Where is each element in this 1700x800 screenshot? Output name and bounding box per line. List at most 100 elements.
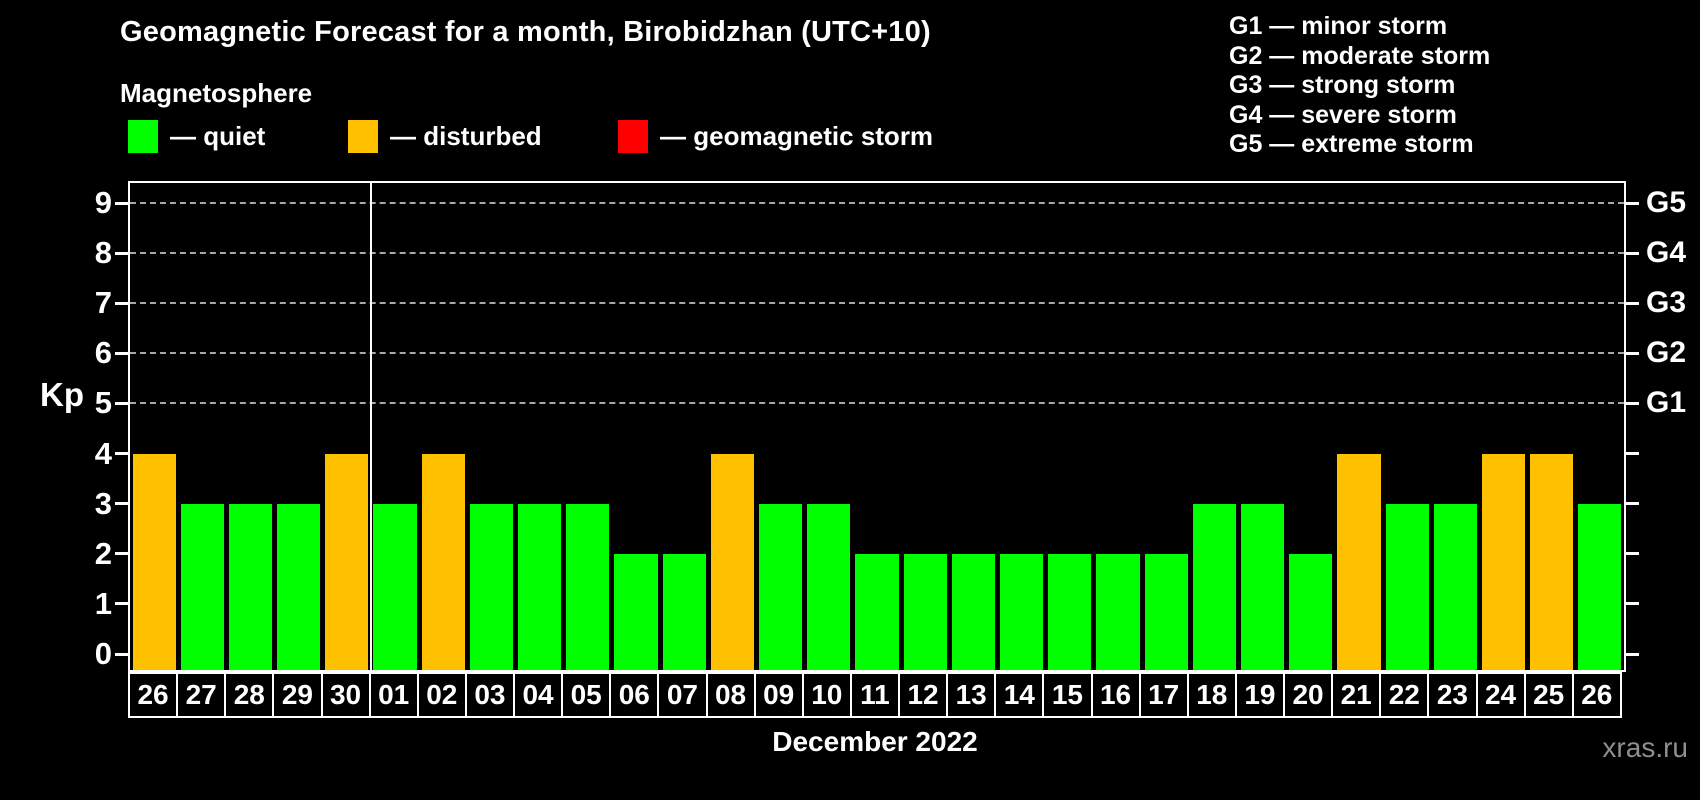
day-label: 26: [130, 674, 179, 716]
day-label: 14: [996, 674, 1045, 716]
left-axis-tick: [115, 502, 128, 506]
kp-bar: [1481, 453, 1526, 670]
day-label: 22: [1381, 674, 1430, 716]
kp-bar: [1530, 453, 1574, 670]
day-label: 10: [804, 674, 852, 716]
day-label: 24: [1478, 674, 1526, 716]
kp-bar: [614, 553, 658, 670]
y-tick-label: 3: [94, 485, 112, 521]
day-label: 07: [659, 674, 708, 716]
left-axis-tick: [115, 351, 128, 355]
day-label: 08: [708, 674, 756, 716]
right-axis-tick: [1626, 452, 1639, 456]
chart-title: Geomagnetic Forecast for a month, Birobi…: [120, 16, 931, 48]
legend-label: — quiet: [170, 120, 266, 151]
day-label: 04: [515, 674, 564, 716]
kp-bar: [518, 503, 562, 670]
kp-bar: [759, 503, 803, 670]
day-label: 12: [900, 674, 949, 716]
kp-bar: [180, 503, 224, 670]
disturbed-color-swatch: [348, 119, 378, 153]
status-legend: — quiet — disturbed — geomagnetic storm: [0, 118, 1120, 154]
gridline-kp-6: [130, 352, 1624, 355]
day-label: 06: [611, 674, 660, 716]
kp-bar: [1096, 553, 1140, 670]
gridline-kp-8: [130, 252, 1624, 255]
right-axis-tick: [1626, 652, 1639, 656]
left-axis-tick: [115, 201, 128, 205]
day-label: 29: [274, 674, 323, 716]
y-tick-label: 7: [94, 285, 112, 321]
kp-bar: [325, 453, 369, 670]
left-axis-tick: [115, 301, 128, 305]
y-tick-label: 8: [94, 235, 112, 271]
day-label: 20: [1285, 674, 1334, 716]
kp-bar: [855, 553, 899, 670]
kp-bar: [662, 553, 706, 670]
watermark: xras.ru: [1602, 732, 1688, 763]
day-label: 26: [1581, 679, 1613, 710]
kp-bar: [373, 503, 417, 670]
right-axis-tick: [1626, 552, 1639, 556]
gridline-kp-5: [130, 402, 1624, 405]
kp-bar: [132, 453, 176, 670]
day-label: 25: [1526, 674, 1574, 716]
kp-bar: [228, 503, 273, 670]
left-axis-tick: [115, 552, 128, 556]
kp-bar: [999, 553, 1044, 670]
g-legend-item: G4 — severe storm: [1229, 100, 1457, 129]
day-label: 05: [563, 674, 612, 716]
kp-bar: [1240, 503, 1285, 670]
y-tick-label: 9: [94, 185, 112, 220]
kp-bar: [566, 503, 610, 670]
day-label: 02: [419, 674, 467, 716]
day-label: 15: [1044, 674, 1093, 716]
day-label: 03: [467, 674, 515, 716]
day-label: 16: [1093, 674, 1141, 716]
legend-item-quiet: — quiet: [128, 118, 265, 154]
legend-item-storm: — geomagnetic storm: [618, 118, 933, 154]
g-axis-label: G5: [1646, 186, 1687, 219]
day-label: 01: [371, 674, 419, 716]
g-scale-legend: G1 — minor storm G2 — moderate storm G3 — …: [1229, 12, 1490, 160]
left-axis-tick: [115, 251, 128, 255]
y-axis-title: Kp: [40, 376, 84, 413]
y-tick-label: 1: [94, 585, 112, 621]
kp-bar: [1289, 553, 1333, 670]
gridline-kp-7: [130, 302, 1624, 305]
day-label: 18: [1189, 674, 1237, 716]
legend-label: — geomagnetic storm: [660, 120, 934, 151]
kp-bar: [277, 503, 321, 670]
month-divider-line: [369, 183, 372, 670]
g-axis-label: G2: [1646, 336, 1687, 370]
day-label: 19: [1237, 674, 1285, 716]
left-axis-tick: [115, 602, 128, 606]
day-label: 13: [948, 674, 997, 716]
g-legend-item: G5 — extreme storm: [1229, 130, 1474, 158]
kp-bar: [1337, 453, 1381, 670]
right-axis-tick: [1626, 401, 1639, 405]
kp-bar: [807, 503, 851, 670]
day-label: 30: [323, 674, 371, 716]
right-axis-tick: [1626, 351, 1639, 355]
left-axis-tick: [115, 401, 128, 405]
plot-area: 0 1 2 3 4 5 6 7 8 9 G1 G2 G3 G4 G5: [95, 181, 1686, 672]
g-legend-item: G3 — strong storm: [1229, 71, 1456, 99]
day-label: 11: [852, 674, 900, 716]
kp-bar: [1433, 503, 1477, 670]
kp-bar: [469, 503, 514, 670]
y-tick-label: 2: [94, 535, 112, 571]
g-axis-label: G1: [1646, 386, 1687, 420]
right-axis-tick: [1626, 301, 1639, 305]
day-label: 21: [1333, 674, 1382, 716]
gridline-kp-9: [130, 202, 1624, 204]
g-axis-label: G3: [1646, 286, 1687, 320]
left-axis-tick: [115, 652, 128, 656]
right-axis-tick: [1626, 502, 1639, 506]
day-label: 09: [756, 674, 804, 716]
right-axis-tick: [1626, 251, 1639, 255]
chart-subtitle: Magnetosphere: [120, 78, 313, 108]
kp-bar: [710, 453, 754, 670]
kp-bar: [1385, 503, 1429, 670]
